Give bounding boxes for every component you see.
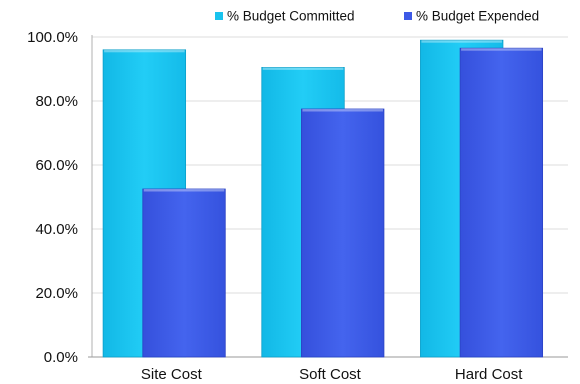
y-tick-label: 40.0%	[35, 221, 78, 238]
bar-expended-hard-cost	[459, 47, 544, 358]
y-tick-label: 60.0%	[35, 157, 78, 174]
y-tick-label: 0.0%	[44, 349, 78, 366]
bar-highlight	[143, 189, 225, 192]
bar-fill	[459, 47, 544, 358]
bar-highlight	[104, 49, 185, 53]
bars	[102, 39, 544, 358]
bar-highlight	[461, 48, 542, 51]
bar-expended-soft-cost	[301, 108, 385, 358]
y-tick-label: 80.0%	[35, 93, 78, 110]
bar-highlight	[262, 67, 344, 70]
legend: % Budget Committed % Budget Expended	[215, 9, 539, 24]
bar-fill	[301, 108, 385, 358]
bar-highlight	[421, 40, 502, 43]
x-category-label: Site Cost	[141, 366, 203, 383]
y-tick-label: 20.0%	[35, 285, 78, 302]
x-axis-labels: Site Cost Soft Cost Hard Cost	[141, 366, 523, 383]
bar-expended-site-cost	[142, 188, 226, 358]
legend-item-committed: % Budget Committed	[215, 9, 355, 24]
legend-swatch	[404, 12, 412, 20]
legend-label: % Budget Committed	[227, 9, 355, 24]
bar-fill	[142, 188, 226, 358]
legend-label: % Budget Expended	[416, 9, 539, 24]
legend-item-expended: % Budget Expended	[404, 9, 539, 24]
y-tick-label: 100.0%	[27, 29, 78, 46]
x-category-label: Hard Cost	[455, 366, 523, 383]
legend-swatch	[215, 12, 223, 20]
bar-highlight	[302, 109, 383, 112]
x-category-label: Soft Cost	[299, 366, 362, 383]
